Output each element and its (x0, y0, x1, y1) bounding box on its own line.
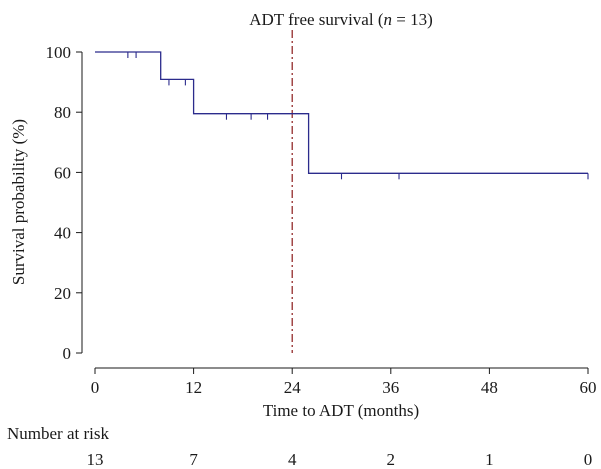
y-tick-label: 60 (54, 163, 71, 182)
survival-curve (95, 51, 588, 174)
risk-count: 2 (387, 450, 396, 469)
survival-curve-layer (95, 51, 589, 180)
y-tick-label: 80 (54, 103, 71, 122)
y-tick-label: 40 (54, 224, 71, 243)
x-tick-label: 24 (284, 378, 302, 397)
x-tick-label: 36 (382, 378, 399, 397)
risk-count: 4 (288, 450, 297, 469)
x-tick-label: 12 (185, 378, 202, 397)
risk-count: 0 (584, 450, 593, 469)
x-tick-label: 48 (481, 378, 498, 397)
risk-count: 13 (87, 450, 104, 469)
axes (81, 52, 588, 369)
y-tick-label: 20 (54, 284, 71, 303)
y-tick-label: 0 (63, 344, 72, 363)
risk-table-counts: 13 7 4 2 1 0 (87, 450, 593, 469)
risk-count: 7 (189, 450, 198, 469)
x-axis-ticks: 0 12 24 36 48 60 (91, 368, 597, 397)
x-tick-label: 0 (91, 378, 100, 397)
y-axis-ticks: 0 20 40 60 80 100 (46, 43, 82, 363)
y-tick-label: 100 (46, 43, 72, 62)
risk-count: 1 (485, 450, 494, 469)
risk-table-title: Number at risk (7, 424, 109, 443)
chart-title: ADT free survival (n = 13) (249, 10, 432, 29)
x-axis-label: Time to ADT (months) (263, 401, 419, 420)
x-tick-label: 60 (580, 378, 597, 397)
y-axis-label: Survival probability (%) (9, 119, 28, 285)
